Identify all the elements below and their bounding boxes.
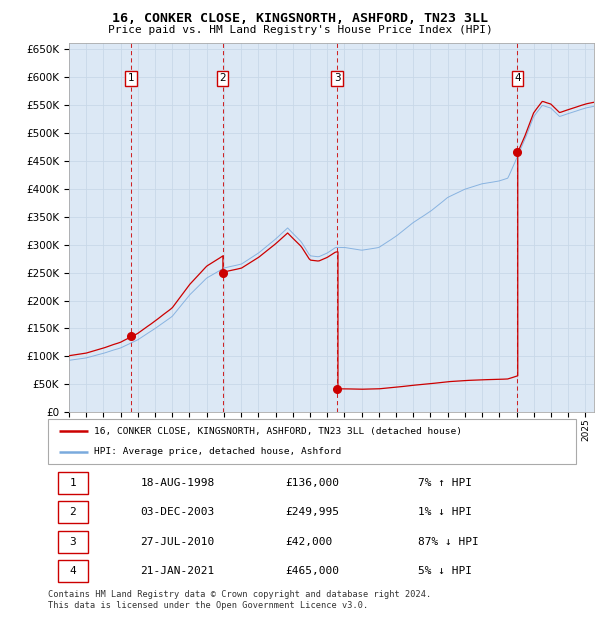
Text: 2: 2 [219,73,226,84]
Text: 1: 1 [70,478,76,488]
Text: 16, CONKER CLOSE, KINGSNORTH, ASHFORD, TN23 3LL: 16, CONKER CLOSE, KINGSNORTH, ASHFORD, T… [112,12,488,25]
Text: 03-DEC-2003: 03-DEC-2003 [140,507,215,517]
Text: 2: 2 [70,507,76,517]
Text: 7% ↑ HPI: 7% ↑ HPI [418,478,472,488]
Text: 1: 1 [128,73,134,84]
Text: 3: 3 [70,537,76,547]
Text: HPI: Average price, detached house, Ashford: HPI: Average price, detached house, Ashf… [94,447,342,456]
Text: 21-JAN-2021: 21-JAN-2021 [140,566,215,576]
Bar [58,531,88,553]
Text: 18-AUG-1998: 18-AUG-1998 [140,478,215,488]
Text: 5% ↓ HPI: 5% ↓ HPI [418,566,472,576]
Text: 1% ↓ HPI: 1% ↓ HPI [418,507,472,517]
Bar [58,472,88,494]
Text: 16, CONKER CLOSE, KINGSNORTH, ASHFORD, TN23 3LL (detached house): 16, CONKER CLOSE, KINGSNORTH, ASHFORD, T… [94,427,463,436]
Text: 87% ↓ HPI: 87% ↓ HPI [418,537,478,547]
Text: 4: 4 [514,73,521,84]
Text: 3: 3 [334,73,340,84]
Text: 4: 4 [70,566,76,576]
Text: £136,000: £136,000 [286,478,340,488]
Text: £249,995: £249,995 [286,507,340,517]
Bar [58,502,88,523]
Text: Contains HM Land Registry data © Crown copyright and database right 2024.
This d: Contains HM Land Registry data © Crown c… [48,590,431,609]
Text: 27-JUL-2010: 27-JUL-2010 [140,537,215,547]
Text: Price paid vs. HM Land Registry's House Price Index (HPI): Price paid vs. HM Land Registry's House … [107,25,493,35]
Text: £42,000: £42,000 [286,537,333,547]
Bar [58,560,88,582]
Text: £465,000: £465,000 [286,566,340,576]
